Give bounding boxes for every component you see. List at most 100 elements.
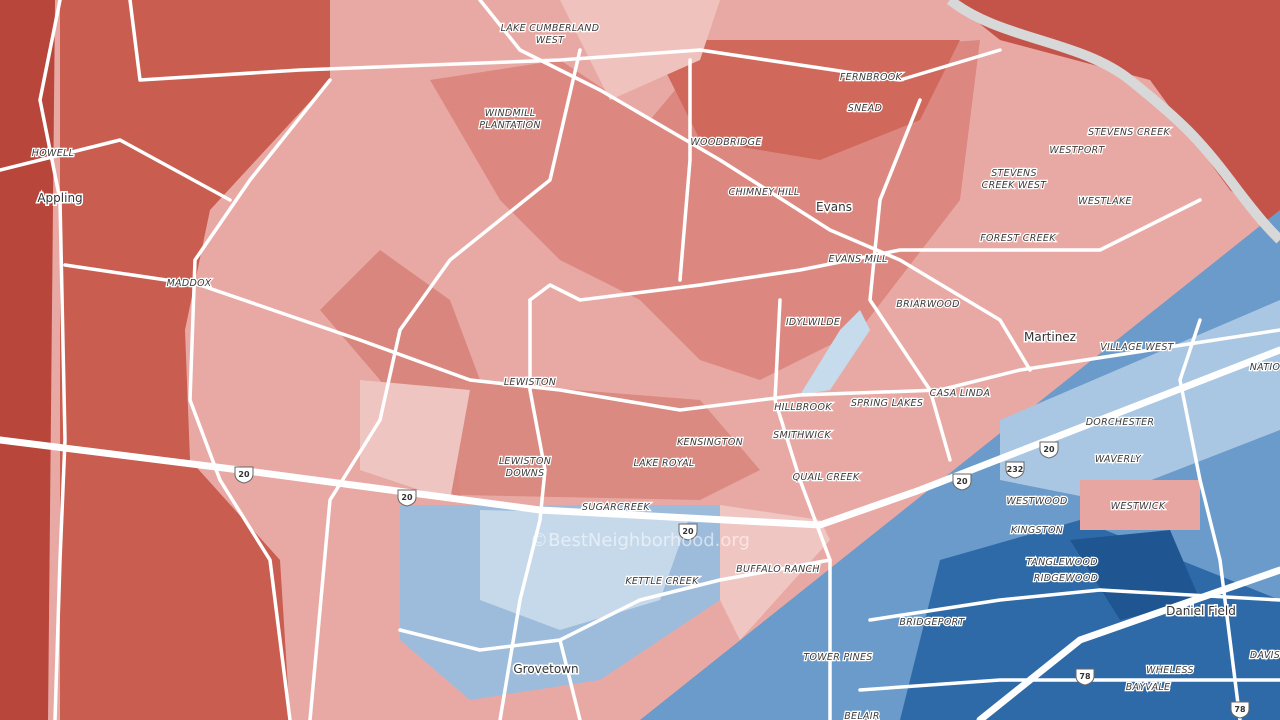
region [720, 505, 830, 640]
neighborhood-label: LEWISTON [499, 456, 551, 467]
neighborhood-label: BRIDGEPORT [899, 617, 965, 628]
neighborhood-label: DOWNS [506, 468, 545, 479]
highway-shield [397, 489, 417, 507]
region [650, 40, 960, 160]
neighborhood-label: FERNBROOK [840, 72, 903, 83]
highway-shield [952, 473, 972, 491]
neighborhood-label: BELAIR [844, 711, 880, 720]
shield-number: 78 [1079, 672, 1091, 681]
road [678, 58, 832, 720]
neighborhood-label: RIDGEWOOD [1034, 573, 1098, 584]
road [188, 78, 332, 720]
neighborhood-label: WESTWOOD [1006, 496, 1067, 507]
road [63, 263, 1280, 412]
interstate [0, 346, 1280, 529]
city-label: Evans [816, 200, 852, 214]
highway-shield [1230, 701, 1250, 719]
neighborhood-label: WHELESS [1146, 665, 1194, 676]
neighborhood-label: VILLAGE WEST [1100, 342, 1174, 353]
neighborhood-label: TOWER PINES [803, 652, 872, 663]
region [1000, 300, 1280, 500]
city-label: Daniel Field [1166, 604, 1236, 618]
neighborhood-label: WOODBRIDGE [690, 137, 761, 148]
neighborhood-label: HOWELL [32, 148, 74, 159]
neighborhood-label: NATIO [1250, 362, 1280, 373]
city-label: Appling [37, 191, 82, 205]
neighborhood-label: DAVIS [1250, 650, 1280, 661]
neighborhood-label: MADDOX [167, 278, 212, 289]
neighborhood-label: CHIMNEY HILL [729, 187, 800, 198]
neighborhood-label: BUFFALO RANCH [736, 564, 820, 575]
road [308, 48, 582, 720]
shield-number: 20 [238, 470, 250, 479]
neighborhood-label: BAYVALE [1126, 682, 1171, 693]
highway-shield [1039, 441, 1059, 459]
region [0, 0, 55, 720]
watermark: ©BestNeighborhood.org [530, 530, 750, 551]
neighborhood-label: HILLBROOK [774, 402, 832, 413]
neighborhood-label: WESTLAKE [1078, 196, 1132, 207]
region [360, 380, 470, 500]
neighborhood-label: SPRING LAKES [851, 398, 923, 409]
neighborhood-label: PLANTATION [479, 120, 541, 131]
neighborhood-label: WEST [536, 35, 565, 46]
river [946, 0, 1280, 244]
neighborhood-label: LEWISTON [504, 377, 556, 388]
road [868, 98, 1242, 720]
region [560, 0, 720, 100]
neighborhood-label: SNEAD [848, 103, 882, 114]
neighborhood-label: STEVENS CREEK [1088, 127, 1170, 138]
road [528, 198, 1202, 302]
road [0, 0, 1002, 202]
neighborhood-label: EVANS MILL [828, 254, 887, 265]
neighborhood-label: KENSINGTON [677, 437, 743, 448]
neighborhood-label: STEVENS [991, 168, 1037, 179]
neighborhood-label: WAVERLY [1095, 454, 1142, 465]
highway-shield [678, 523, 698, 541]
neighborhood-label: BRIARWOOD [896, 299, 959, 310]
city-label: Martinez [1024, 330, 1076, 344]
neighborhood-label: KETTLE CREEK [625, 576, 699, 587]
neighborhood-label: FOREST CREEK [980, 233, 1056, 244]
shield-number: 20 [1043, 445, 1055, 454]
lake [800, 310, 870, 395]
neighborhood-label: LAKE CUMBERLAND [501, 23, 600, 34]
shield-number: 78 [1234, 705, 1246, 714]
neighborhood-label: DORCHESTER [1086, 417, 1155, 428]
neighborhood-label: WESTWICK [1111, 501, 1166, 512]
neighborhood-label: KINGSTON [1011, 525, 1063, 536]
neighborhood-label: WESTPORT [1049, 145, 1105, 156]
neighborhood-label: LAKE ROYAL [634, 458, 695, 469]
shield-number: 232 [1007, 465, 1024, 474]
highway-shield [1075, 668, 1095, 686]
neighborhood-label: TANGLEWOOD [1026, 557, 1098, 568]
road [398, 558, 832, 720]
neighborhood-label: CASA LINDA [930, 388, 991, 399]
neighborhood-label: WINDMILL [485, 108, 536, 119]
highway-shield [1005, 461, 1025, 479]
neighborhood-label: SUGARCREEK [582, 502, 650, 513]
shield-number: 20 [682, 527, 694, 536]
region [950, 0, 1280, 230]
neighborhood-label: IDYLWILDE [786, 317, 840, 328]
road [478, 0, 1032, 372]
region [1080, 480, 1200, 530]
road [858, 588, 1280, 692]
neighborhood-label: QUAIL CREEK [793, 472, 860, 483]
road [38, 0, 67, 720]
neighborhood-label: CREEK WEST [982, 180, 1048, 191]
region [1070, 530, 1200, 620]
road [498, 298, 547, 720]
highway-shield [234, 466, 254, 484]
shield-number: 20 [956, 477, 968, 486]
shield-number: 20 [401, 493, 413, 502]
region [60, 0, 330, 720]
interstate [976, 566, 1280, 720]
neighborhood-label: SMITHWICK [773, 430, 831, 441]
